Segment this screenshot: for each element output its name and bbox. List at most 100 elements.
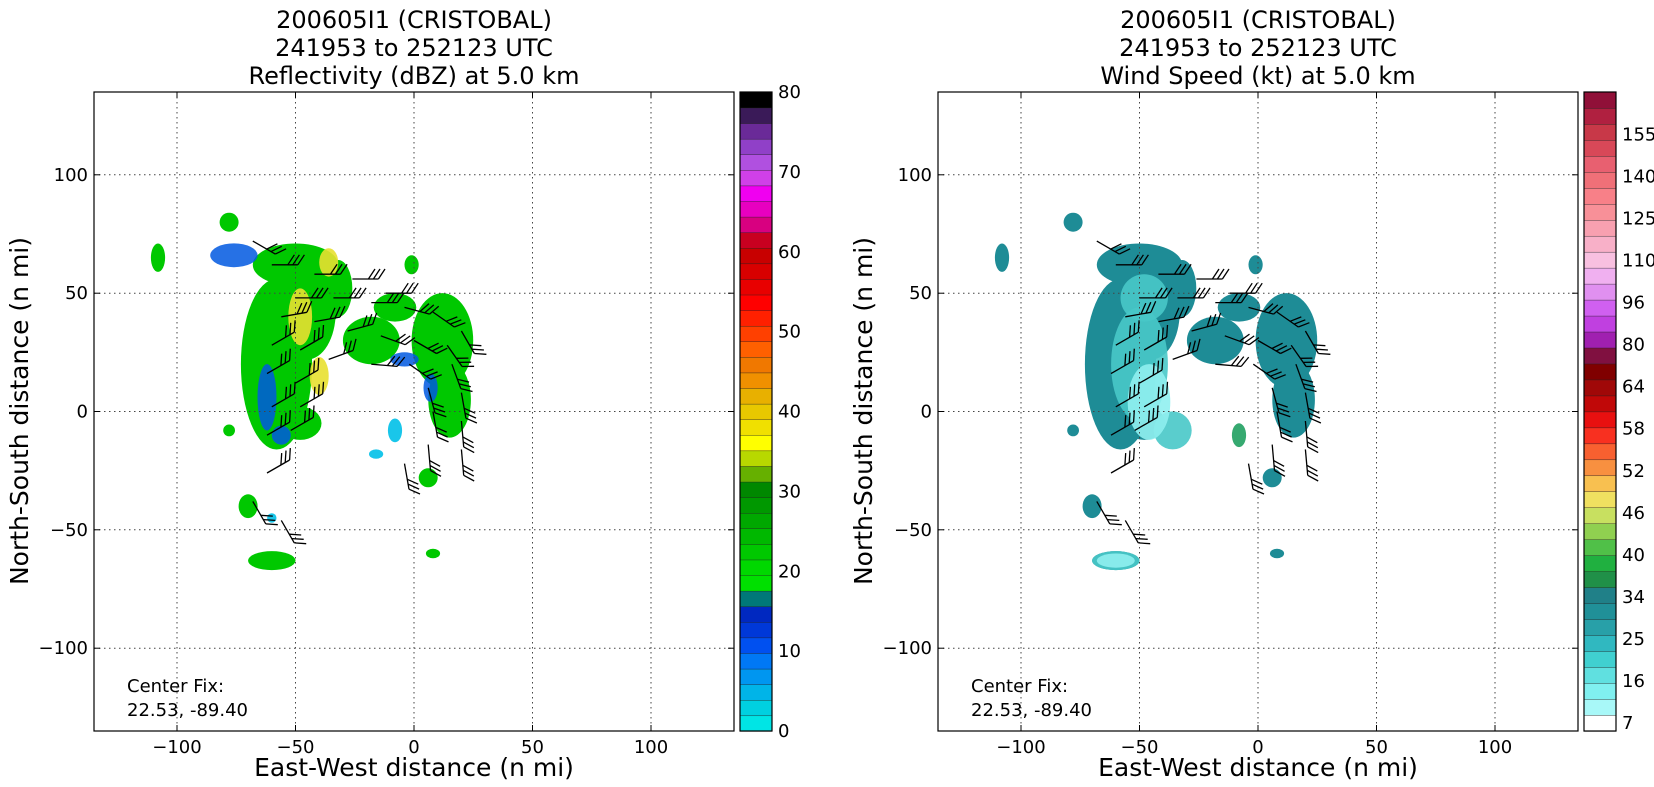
colorbar-tick-label: 155 [1622, 125, 1654, 146]
x-tick-label: −100 [996, 737, 1045, 758]
colorbar-segment [739, 434, 773, 452]
teal-echo [1063, 212, 1083, 232]
colorbar-segment [739, 606, 773, 623]
x-tick-label: 50 [1365, 737, 1388, 758]
wind-barb [427, 387, 447, 418]
wind-barb [295, 358, 320, 384]
wind-barb [290, 405, 315, 431]
wind-barb [446, 344, 475, 368]
colorbar-segment [1583, 698, 1617, 716]
colorbar-tick-label: 140 [1622, 167, 1654, 188]
colorbar-segment [1583, 235, 1617, 253]
wind-barb [314, 305, 346, 323]
colorbar-tick-label: 40 [1622, 545, 1645, 566]
colorbar-segment [739, 200, 773, 218]
colorbar-segment [1583, 347, 1617, 365]
colorbar-segment [739, 528, 773, 545]
y-tick-label: 50 [909, 283, 932, 304]
wind-barb [271, 381, 296, 408]
y-tick-label: −100 [39, 638, 88, 659]
reflectivity-field [150, 212, 474, 571]
colorbar-segment [1583, 587, 1617, 604]
wind-barb [1191, 312, 1222, 332]
colorbar-tick-label: 34 [1622, 587, 1645, 608]
colorbar-segment [739, 450, 773, 467]
wind-barb [1224, 333, 1260, 346]
green-echo [219, 212, 239, 232]
wind-barb [432, 311, 466, 328]
wind-barb [1215, 292, 1249, 304]
wind-barb [451, 363, 473, 393]
x-tick-label: −50 [1121, 737, 1159, 758]
wind-barb [1271, 444, 1286, 477]
wind-barb [1172, 338, 1201, 361]
y-tick-label: 100 [898, 165, 932, 186]
wind-barb [333, 287, 367, 299]
panel1-title-line3: Reflectivity (dBZ) at 5.0 km [249, 62, 580, 90]
wind-barb [460, 420, 475, 454]
wind-barb [408, 363, 442, 380]
blue-echo [390, 352, 419, 367]
wind-barb [1248, 303, 1284, 315]
teal-echo [1248, 255, 1263, 275]
colorbar-tick-label: 0 [778, 721, 789, 742]
panel1-wind-barbs [252, 240, 487, 545]
blue-echo [271, 425, 291, 445]
colorbar-tick-label: 58 [1622, 419, 1645, 440]
colorbar-segment [1583, 123, 1617, 141]
colorbar-segment [739, 247, 773, 265]
colorbar-segment [1583, 171, 1617, 189]
wind-barb [1110, 410, 1135, 436]
wind-barb [1110, 348, 1135, 375]
wind-barb [314, 263, 348, 275]
wind-barb [1252, 363, 1286, 380]
colorbar-segment [739, 107, 773, 124]
colorbar-tick-label: 80 [1622, 335, 1645, 356]
green-echo [248, 551, 296, 571]
colorbar-segment [1583, 555, 1617, 572]
colorbar-segment [739, 652, 773, 670]
colorbar-segment [739, 497, 773, 514]
colorbar-segment [739, 341, 773, 358]
wind-barb [1276, 311, 1310, 328]
colorbar-segment [739, 668, 773, 685]
teal-echo [1067, 424, 1079, 437]
x-tick-label: −100 [152, 737, 201, 758]
green-echo [150, 243, 166, 272]
colorbar-segment [1583, 666, 1617, 684]
wind-barb [1257, 339, 1292, 355]
colorbar-segment [1583, 155, 1617, 173]
panel2-grid [938, 92, 1578, 731]
panel1-title-line2: 241953 to 252123 UTC [275, 34, 553, 62]
colorbar-segment [1583, 603, 1617, 620]
wind-speed-field [994, 212, 1318, 571]
colorbar-segment [739, 310, 773, 327]
wind-barb [1229, 282, 1263, 294]
colorbar-tick-label: 80 [778, 82, 801, 103]
colorbar-tick-label: 64 [1622, 377, 1645, 398]
wind-barb [371, 355, 406, 368]
y-tick-label: −50 [50, 520, 88, 541]
wind-barb [460, 392, 478, 424]
colorbar-segment [1583, 395, 1617, 413]
cyan-echo [387, 418, 403, 443]
colorbar-segment [739, 122, 773, 140]
colorbar-segment [1583, 139, 1617, 157]
colorbar-segment [739, 325, 773, 342]
panel2-title-line1: 200605I1 (CRISTOBAL) [1120, 6, 1396, 34]
panel1-title-line1: 200605I1 (CRISTOBAL) [276, 6, 552, 34]
colorbar-segment [1583, 571, 1617, 588]
colorbar-segment [1583, 427, 1617, 445]
x-tick-label: 50 [521, 737, 544, 758]
colorbar-tick-label: 46 [1622, 503, 1645, 524]
x-tick-label: 100 [1478, 737, 1512, 758]
colorbar-segment [1583, 267, 1617, 285]
green-echo [411, 293, 474, 388]
wind-barb [252, 240, 287, 255]
panel2-axis-ticks: −100 −50 0 50 100 −100 −50 0 50 100 [883, 92, 1578, 758]
wind-barb [432, 411, 449, 443]
colorbar-tick-label: 52 [1622, 461, 1645, 482]
colorbar-tick-label: 125 [1622, 209, 1654, 230]
wind-barb [1110, 448, 1135, 474]
